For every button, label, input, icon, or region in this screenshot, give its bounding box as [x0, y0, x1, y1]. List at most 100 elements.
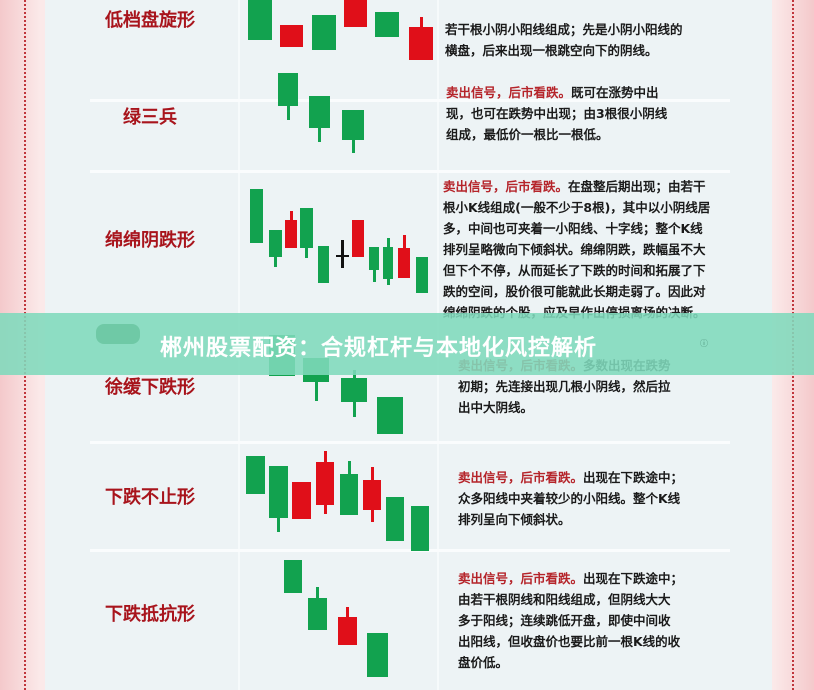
description-text: 多于阳线；连续跳低开盘，即使中间收: [458, 613, 671, 628]
bearish-candle: [377, 397, 403, 434]
description-line: 现，也可在跌势中出现；由3根很小阴线: [446, 103, 667, 124]
description-line: 排列呈略微向下倾斜状。绵绵阴跌，跌幅虽不大: [443, 239, 710, 260]
pattern-name: 下跌抵抗形: [105, 604, 195, 625]
bearish-candle: [341, 378, 367, 402]
bearish-candle: [300, 208, 313, 248]
pattern-name: 下跌不止形: [105, 487, 195, 508]
overlay-banner: [0, 313, 814, 375]
risk-warning-logo: [96, 324, 140, 344]
description-line: 卖出信号，后市看跌。在盘整后期出现；由若干: [443, 176, 710, 197]
banner-title: 郴州股票配资：合规杠杆与本地化风控解析: [160, 336, 598, 361]
pattern-description: 若干根小阴小阳线组成；先是小阴小阳线的 横盘，后来出现一根跳空向下的阴线。: [445, 19, 683, 61]
pattern-description: 卖出信号，后市看跌。出现在下跌途中； 由若干根阴线和阳线组成，但阴线大大 多于阳线；…: [458, 568, 683, 673]
bearish-candle: [246, 456, 265, 494]
pattern-name: 低档盘旋形: [105, 10, 195, 31]
bullish-candle: [292, 482, 311, 519]
description-text: 跌的空间，股价很可能就此长期走弱了。因此对: [443, 284, 706, 299]
description-line: 卖出信号，后市看跌。既可在涨势中出: [446, 82, 667, 103]
bearish-candle: [269, 466, 288, 518]
description-line: 由若干根阴线和阳线组成，但阴线大大: [458, 589, 683, 610]
bearish-candle: [383, 247, 393, 279]
description-text: 现，也可在跌势中出现；由3根很小阴线: [446, 106, 668, 121]
bullish-candle: [344, 0, 367, 27]
signal-label: 卖出信号，后市看跌。: [458, 571, 584, 586]
pattern-name: 绵绵阴跌形: [105, 230, 195, 251]
bearish-candle: [342, 110, 364, 140]
description-line: 出中大阴线。: [458, 397, 671, 418]
bearish-candle: [284, 560, 302, 593]
bullish-candle: [398, 248, 410, 278]
description-text: 众多阳线中夹着较少的小阳线。整个K线: [458, 491, 681, 506]
bearish-candle: [269, 230, 282, 257]
description-line: 组成，最低价一根比一根低。: [446, 124, 667, 145]
doji-candle: [336, 255, 349, 257]
description-text: 由若干根阴线和阳线组成，但阴线大大: [458, 592, 671, 607]
bearish-candle: [309, 96, 330, 128]
bullish-candle: [352, 220, 364, 257]
description-text: 排列呈略微向下倾斜状。绵绵阴跌，跌幅虽不大: [443, 242, 706, 257]
description-text: 盘价低。: [458, 655, 509, 670]
description-text: 根小K线组成(一般不少于8根)，其中以小阴线居: [443, 200, 711, 215]
bearish-candle: [416, 257, 428, 293]
pattern-description: 卖出信号，后市看跌。出现在下跌途中； 众多阳线中夹着较少的小阳线。整个K线 排列呈向…: [458, 467, 683, 530]
signal-label: 卖出信号，后市看跌。: [446, 85, 572, 100]
pattern-description: 卖出信号，后市看跌。在盘整后期出现；由若干根小K线组成(一般不少于8根)，其中以…: [443, 176, 710, 323]
description-line: 多于阳线；连续跳低开盘，即使中间收: [458, 610, 683, 631]
bullish-candle: [316, 462, 334, 505]
bullish-candle: [338, 617, 357, 645]
bullish-candle: [285, 220, 297, 248]
description-text: 在盘整后期出现；由若干: [568, 179, 706, 194]
bearish-candle: [312, 15, 336, 50]
signal-label: 卖出信号，后市看跌。: [458, 470, 584, 485]
description-text: 初期；先连接出现几根小阴线，然后拉: [458, 379, 671, 394]
description-line: 初期；先连接出现几根小阴线，然后拉: [458, 376, 671, 397]
description-line: 跌的空间，股价很可能就此长期走弱了。因此对: [443, 281, 710, 302]
bearish-candle: [411, 506, 429, 551]
bearish-candle: [369, 247, 379, 270]
bearish-candle: [386, 497, 404, 541]
pattern-name: 徐缓下跌形: [105, 377, 195, 398]
bearish-candle: [375, 12, 399, 37]
description-line: 众多阳线中夹着较少的小阳线。整个K线: [458, 488, 683, 509]
description-line: 但下个不停，从而延长了下跌的时间和拓展了下: [443, 260, 710, 281]
description-text: 出中大阴线。: [458, 400, 534, 415]
description-line: 多，中间也可夹着一小阳线、十字线；整个K线: [443, 218, 710, 239]
bearish-candle: [318, 246, 329, 283]
bullish-candle: [280, 25, 303, 47]
bearish-candle: [250, 189, 263, 243]
pattern-description: 卖出信号，后市看跌。既可在涨势中出现，也可在跌势中出现；由3根很小阴线 组成，最低…: [446, 82, 667, 145]
signal-label: 卖出信号，后市看跌。: [443, 179, 569, 194]
bearish-candle: [367, 633, 388, 677]
description-text: 组成，最低价一根比一根低。: [446, 127, 609, 142]
bearish-candle: [308, 598, 327, 630]
pattern-name: 绿三兵: [123, 107, 177, 128]
description-line: 若干根小阴小阳线组成；先是小阴小阳线的: [445, 19, 683, 40]
description-text: 出现在下跌途中；: [583, 470, 684, 485]
description-text: 多，中间也可夹着一小阳线、十字线；整个K线: [443, 221, 703, 236]
bearish-candle: [278, 73, 298, 106]
description-text: 横盘，后来出现一根跳空向下的阴线。: [445, 43, 658, 58]
description-line: 根小K线组成(一般不少于8根)，其中以小阴线居: [443, 197, 710, 218]
row-divider: [90, 170, 730, 173]
description-text: 若干根小阴小阳线组成；先是小阴小阳线的: [445, 22, 683, 37]
description-line: 盘价低。: [458, 652, 683, 673]
description-text: 既可在涨势中出: [571, 85, 659, 100]
description-text: 出现在下跌途中；: [583, 571, 684, 586]
bullish-candle: [409, 27, 433, 60]
bearish-candle: [248, 0, 272, 40]
description-text: 但下个不停，从而延长了下跌的时间和拓展了下: [443, 263, 706, 278]
description-line: 横盘，后来出现一根跳空向下的阴线。: [445, 40, 683, 61]
description-line: 卖出信号，后市看跌。出现在下跌途中；: [458, 568, 683, 589]
doji-candle-wick: [341, 240, 344, 268]
bullish-candle: [363, 480, 381, 510]
row-divider: [90, 99, 730, 102]
row-divider: [90, 549, 730, 552]
bearish-candle: [340, 474, 358, 515]
description-text: 排列呈向下倾斜状。: [458, 512, 571, 527]
description-line: 出阳线，但收盘价也要比前一根K线的收: [458, 631, 683, 652]
row-divider: [90, 441, 730, 444]
description-text: 出阳线，但收盘价也要比前一根K线的收: [458, 634, 681, 649]
description-line: 排列呈向下倾斜状。: [458, 509, 683, 530]
description-line: 卖出信号，后市看跌。出现在下跌途中；: [458, 467, 683, 488]
info-icon: ⓘ: [700, 339, 708, 348]
